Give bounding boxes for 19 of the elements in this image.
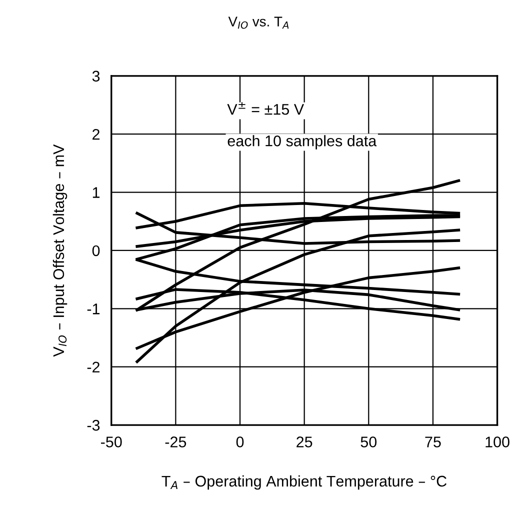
x-tick-label: 25 [296,436,312,448]
y-tick-label: 0 [92,245,100,256]
x-axis-title: T$_{A}$ – Operating Ambient Temperature – °C [162,475,447,490]
annotation: each 10 samples data [228,135,377,150]
x-tick-label: 50 [360,436,377,448]
x-tick-label: -50 [101,436,122,448]
y-tick-label: 1 [92,187,100,198]
x-tick-label: 0 [236,436,244,448]
x-tick-label: 75 [425,436,441,448]
y-tick-label: -2 [87,362,100,372]
y-tick-label: -3 [87,420,100,431]
annotation: V$^{±}$ = ±15 V [227,102,304,115]
y-tick-label: 3 [92,70,100,82]
chart-title: V$_{IO}$ vs. T$_{A}$ [228,16,289,29]
y-axis-title: V$_{IO}$ – Input Offset Voltage – mV [52,144,68,357]
y-tick-label: -1 [87,304,100,314]
x-tick-label: -25 [165,436,186,448]
y-tick-label: 2 [92,128,100,140]
x-tick-label: 100 [486,436,510,448]
